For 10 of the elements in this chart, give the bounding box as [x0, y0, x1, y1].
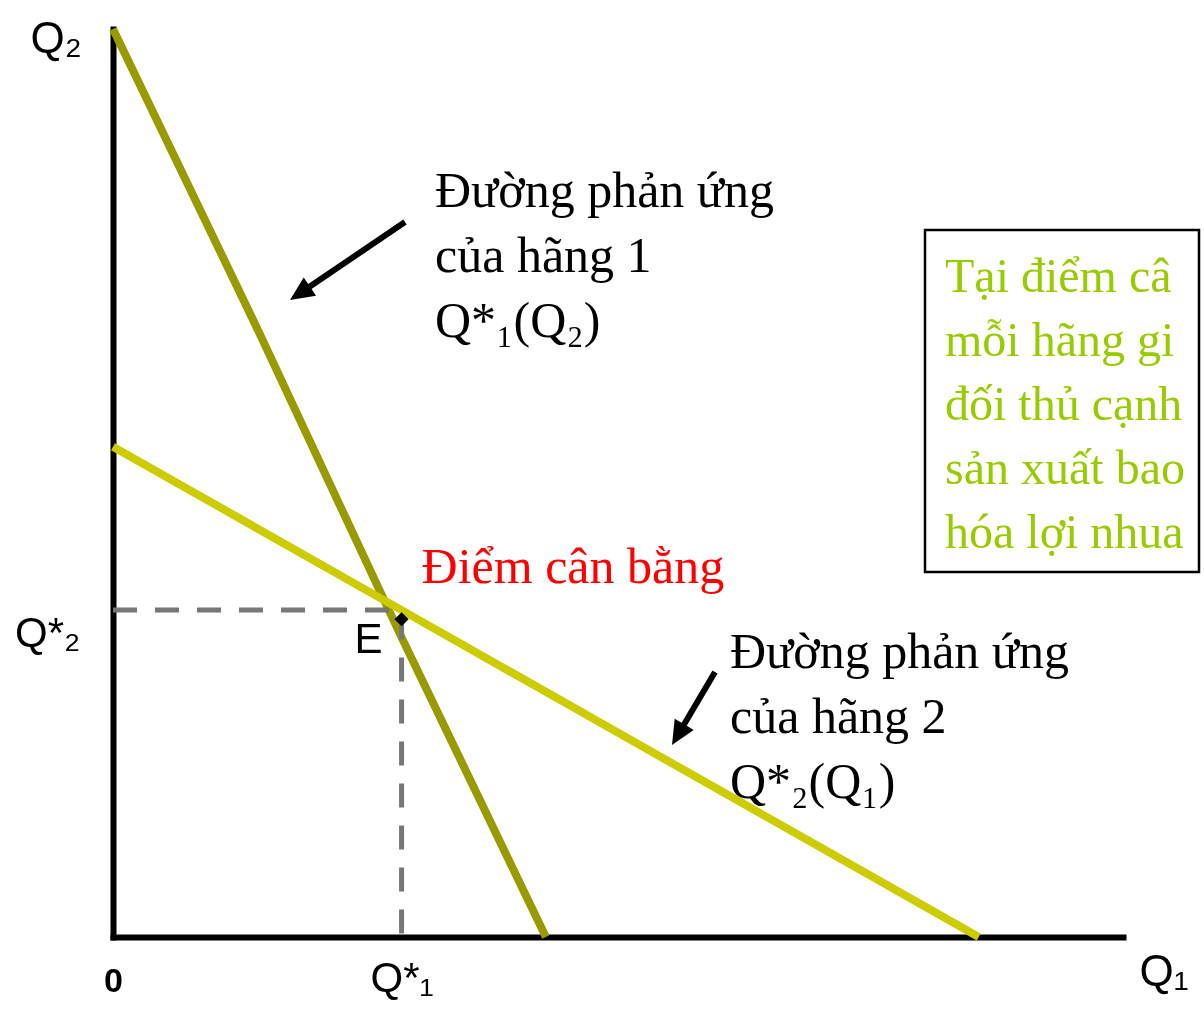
x-tick-label: 0 [104, 960, 123, 999]
annotation: Tại điểm câ mỗi hãng gi đối thủ cạnh sản xuất bao hóa lợi nhua [945, 249, 1185, 558]
annotation: Điểm cân bằng [421, 538, 725, 595]
annotation: E [354, 615, 383, 663]
annotation: Q*₂ [15, 609, 81, 657]
y-axis-title: Q₂ [30, 12, 82, 62]
annotation: Đường phản ứng của hãng 1 Q*₁(Q₂) [435, 162, 774, 348]
x-axis-title: Q₁ [1139, 945, 1189, 995]
x-tick-label: Q*₁ [370, 953, 434, 1001]
annotation: Đường phản ứng của hãng 2 Q*₂(Q₁) [730, 623, 1069, 809]
